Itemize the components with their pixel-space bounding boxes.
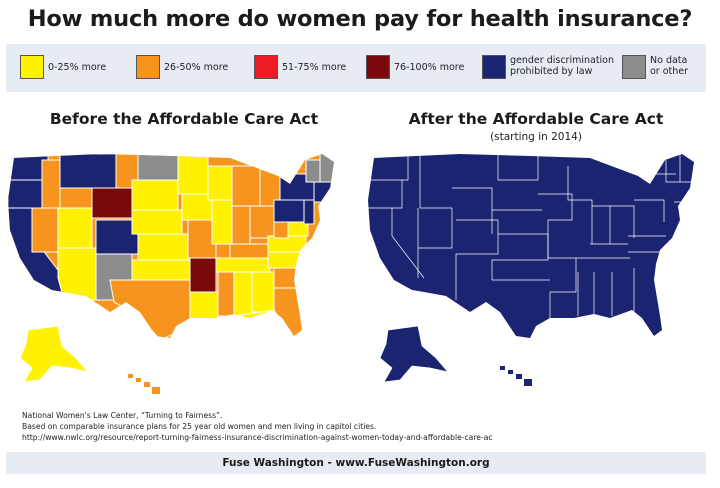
before-aca-map xyxy=(8,154,334,394)
state-ma-ri-ct xyxy=(313,181,334,203)
state-mt xyxy=(59,154,117,189)
state-az xyxy=(57,247,97,301)
state-sd xyxy=(131,179,179,211)
state-ok xyxy=(131,259,191,281)
legend-label: 76-100% more xyxy=(394,62,465,73)
state-hi xyxy=(500,366,532,386)
state-oh xyxy=(249,205,275,239)
legend-swatch xyxy=(366,55,390,79)
legend-label: gender discrimination prohibited by law xyxy=(510,55,615,77)
state-nc xyxy=(267,251,309,269)
state-ut xyxy=(57,207,93,249)
state-nd xyxy=(137,154,179,181)
state-sc xyxy=(273,267,297,289)
legend-label: 0-25% more xyxy=(48,62,107,73)
state-md xyxy=(287,221,309,237)
legend-swatch xyxy=(254,55,278,79)
after-aca-map xyxy=(368,154,694,386)
state-nv xyxy=(31,207,59,253)
source-url: http://www.nwlc.org/resource/report-turn… xyxy=(22,433,493,442)
state-ia xyxy=(181,193,213,221)
legend-swatch xyxy=(136,55,160,79)
state-ar xyxy=(189,257,217,293)
state-or xyxy=(8,179,43,209)
state-al xyxy=(233,271,253,317)
legend-swatch xyxy=(622,55,646,79)
state-ak xyxy=(379,325,449,383)
after-map-title: After the Affordable Care Act xyxy=(408,110,664,128)
state-pa xyxy=(273,199,305,223)
legend-swatch xyxy=(20,55,44,79)
state-ky xyxy=(229,243,269,259)
state-borders xyxy=(368,154,694,326)
legend-label: No data or other xyxy=(650,55,689,77)
state-mi xyxy=(231,165,261,207)
state-vt-nh xyxy=(305,159,321,183)
state-in xyxy=(231,205,251,245)
state-ne xyxy=(131,209,183,235)
state-ks xyxy=(137,233,189,261)
state-ak xyxy=(19,325,90,383)
sources: National Women's Law Center, “Turning to… xyxy=(22,410,493,443)
state-il xyxy=(211,199,233,245)
before-map-title: Before the Affordable Care Act xyxy=(49,110,319,128)
state-tx xyxy=(109,279,201,338)
state-ga xyxy=(251,271,275,313)
state-wi xyxy=(207,165,233,201)
source-line: Based on comparable insurance plans for … xyxy=(22,422,377,431)
state-wa xyxy=(8,154,49,181)
infographic-title: How much more do women pay for health in… xyxy=(27,6,693,32)
state-la xyxy=(189,291,219,327)
state-hi xyxy=(128,374,160,394)
footer-credit: Fuse Washington - www.FuseWashington.org xyxy=(6,452,706,474)
source-line: National Women's Law Center, “Turning to… xyxy=(22,411,223,420)
state-mn xyxy=(177,154,209,195)
state-nj xyxy=(303,199,315,225)
legend-label: 26-50% more xyxy=(164,62,229,73)
legend-label: 51-75% more xyxy=(282,62,347,73)
after-map-subtitle: (starting in 2014) xyxy=(490,131,582,143)
legend-swatch xyxy=(482,55,506,79)
state-wv xyxy=(273,221,289,239)
legend: 0-25% more 26-50% more 51-75% more 76-10… xyxy=(6,44,706,92)
state-id xyxy=(41,159,61,209)
state-ms xyxy=(217,271,235,317)
state-tn xyxy=(215,257,271,273)
state-wy xyxy=(91,187,133,219)
